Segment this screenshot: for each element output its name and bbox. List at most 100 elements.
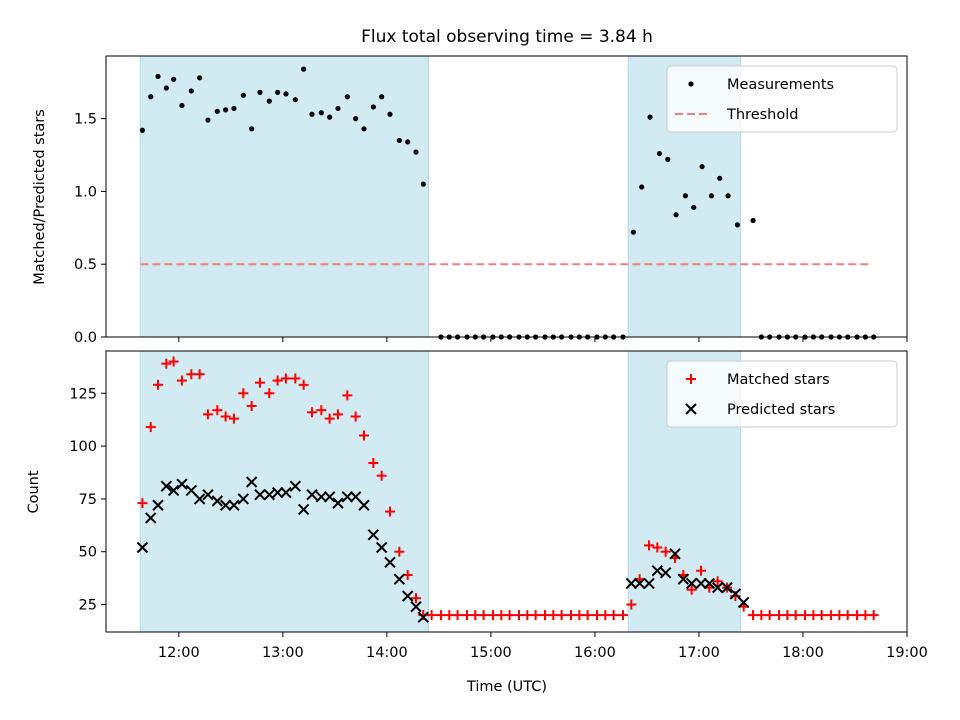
matched-star-point bbox=[368, 457, 379, 468]
measurement-point bbox=[266, 98, 272, 104]
predicted-star-point bbox=[625, 577, 638, 590]
matched-star-point bbox=[168, 356, 179, 367]
axes-frame bbox=[105, 55, 908, 338]
predicted-star-point bbox=[358, 499, 370, 511]
measurement-point bbox=[665, 156, 671, 162]
matched-star-point bbox=[137, 498, 148, 509]
x-stroke-b bbox=[651, 565, 664, 577]
legend-marker-x-b bbox=[685, 403, 697, 415]
series-measurements bbox=[139, 66, 877, 340]
predicted-star-point bbox=[297, 503, 310, 516]
x-stroke-b bbox=[315, 491, 328, 503]
y-tick-label: 25 bbox=[79, 598, 97, 614]
matched-star-point bbox=[306, 407, 317, 418]
measurement-point bbox=[275, 89, 281, 95]
matched-star-point bbox=[556, 610, 567, 621]
x-stroke-b bbox=[349, 491, 362, 503]
matched-star-point bbox=[290, 373, 301, 384]
matched-star-point bbox=[384, 506, 395, 517]
predicted-star-point bbox=[237, 493, 250, 505]
matched-star-point bbox=[478, 610, 489, 621]
x-stroke-b bbox=[625, 577, 638, 590]
matched-star-point bbox=[153, 379, 164, 390]
measurement-point bbox=[283, 91, 289, 97]
x-tick-label: 14:00 bbox=[366, 645, 408, 661]
measurement-point bbox=[353, 116, 359, 122]
measurement-point bbox=[301, 66, 307, 72]
x-axis-label: Time (UTC) bbox=[466, 679, 547, 695]
x-tick-label: 18:00 bbox=[782, 645, 824, 661]
x-stroke-b bbox=[417, 611, 429, 623]
x-stroke-b bbox=[711, 581, 724, 594]
observing-window-0 bbox=[140, 56, 429, 337]
matched-star-point bbox=[238, 388, 249, 399]
predicted-star-point bbox=[401, 590, 414, 602]
series-predicted-stars bbox=[136, 476, 750, 623]
x-stroke-b bbox=[228, 499, 240, 511]
predicted-star-point bbox=[367, 529, 380, 541]
matched-star-point bbox=[350, 411, 361, 422]
measurement-point bbox=[188, 88, 194, 94]
x-stroke-b bbox=[737, 596, 750, 609]
predicted-star-point bbox=[651, 565, 664, 577]
measurement-point bbox=[734, 222, 741, 228]
measurement-point bbox=[155, 73, 161, 79]
matched-star-point bbox=[332, 409, 343, 420]
matched-star-point bbox=[228, 413, 239, 424]
predicted-star-point bbox=[659, 567, 672, 579]
predicted-star-point bbox=[193, 493, 206, 505]
matched-star-point bbox=[696, 565, 707, 576]
predicted-star-point bbox=[332, 497, 344, 509]
matched-star-point bbox=[220, 411, 231, 422]
predicted-star-point bbox=[349, 491, 362, 503]
predicted-star-point bbox=[633, 577, 646, 590]
x-stroke-b bbox=[297, 503, 310, 516]
predicted-star-point bbox=[677, 573, 690, 585]
measurement-point bbox=[139, 127, 146, 133]
predicted-star-point bbox=[185, 484, 198, 497]
x-stroke-b bbox=[237, 493, 250, 505]
x-stroke-b bbox=[695, 577, 707, 590]
y-tick-label: 125 bbox=[69, 386, 97, 402]
x-stroke-b bbox=[401, 590, 414, 602]
predicted-star-point bbox=[211, 495, 224, 507]
predicted-star-point bbox=[271, 486, 284, 499]
x-stroke-b bbox=[729, 588, 742, 600]
matched-star-point bbox=[358, 430, 369, 441]
legend-label: Measurements bbox=[727, 77, 834, 93]
measurement-point bbox=[240, 92, 246, 98]
x-tick-label: 15:00 bbox=[470, 645, 512, 661]
predicted-star-point bbox=[737, 596, 750, 609]
matched-star-point bbox=[790, 610, 801, 621]
x-stroke-b bbox=[341, 491, 354, 503]
predicted-star-point bbox=[152, 499, 164, 511]
x-stroke-b bbox=[245, 476, 258, 488]
matched-star-point bbox=[212, 405, 223, 416]
matched-star-point bbox=[161, 358, 172, 369]
matched-star-point bbox=[686, 584, 697, 595]
measurement-point bbox=[717, 175, 723, 181]
predicted-star-point bbox=[341, 491, 354, 503]
x-tick-label: 16:00 bbox=[574, 645, 616, 661]
predicted-star-point bbox=[176, 478, 188, 490]
predicted-star-point bbox=[263, 488, 276, 501]
predicted-star-point bbox=[323, 491, 336, 503]
x-tick-label: 13:00 bbox=[262, 645, 304, 661]
top-panel: 0.0 0.5 1.0 1.5 Measurements Threshold bbox=[74, 55, 908, 346]
measurement-point bbox=[699, 164, 705, 170]
matched-star-point bbox=[452, 610, 463, 621]
predicted-star-point bbox=[669, 548, 681, 560]
matched-star-point bbox=[504, 610, 515, 621]
matched-star-point bbox=[626, 599, 637, 610]
y-tick-label: 1.0 bbox=[74, 184, 97, 200]
y-tick-label: 1.5 bbox=[74, 112, 97, 128]
measurement-point bbox=[257, 89, 263, 95]
predicted-star-point bbox=[289, 480, 302, 492]
measurement-point bbox=[214, 108, 220, 114]
x-stroke-b bbox=[703, 577, 716, 590]
x-stroke-b bbox=[685, 577, 698, 590]
predicted-star-point bbox=[202, 488, 214, 501]
predicted-star-point bbox=[167, 484, 180, 497]
measurement-point bbox=[413, 149, 419, 155]
measurement-point bbox=[750, 217, 756, 224]
